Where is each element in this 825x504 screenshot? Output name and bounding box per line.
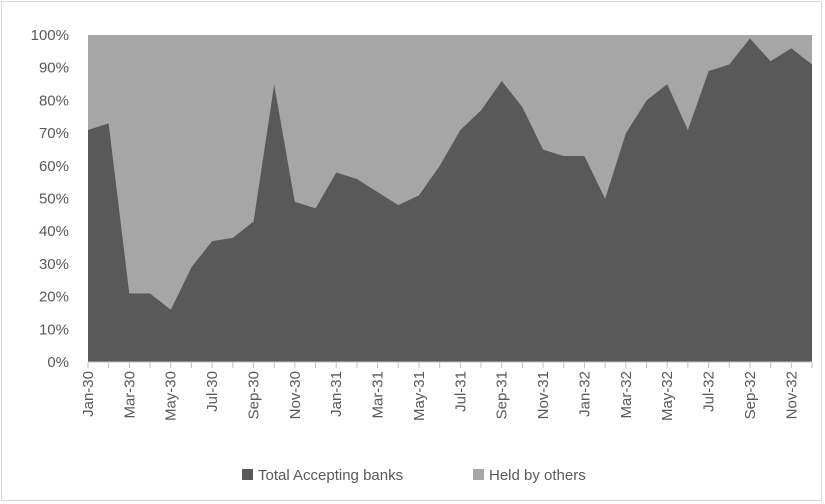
area-held-by-others — [88, 35, 812, 310]
x-tick-label: Jan-30 — [80, 371, 97, 417]
x-tick-label: Jan-31 — [328, 371, 345, 417]
legend-swatch-held-by-others — [473, 469, 484, 480]
x-tick-label: Mar-32 — [618, 371, 635, 419]
y-tick-label: 40% — [39, 223, 69, 240]
y-tick-label: 0% — [47, 354, 69, 371]
legend-label-held-by-others: Held by others — [489, 467, 586, 484]
y-tick-label: 90% — [39, 60, 69, 77]
x-tick-label: Nov-30 — [287, 371, 304, 419]
y-tick-label: 80% — [39, 92, 69, 109]
y-tick-label: 20% — [39, 289, 69, 306]
x-axis: Jan-30 Mar-30 May-30 Jul-30 Sep-30 Nov-30 Jan-… — [80, 361, 813, 421]
plot-area — [88, 35, 812, 363]
x-tick-label: Nov-31 — [535, 371, 552, 419]
area-total-accepting-banks — [88, 38, 812, 363]
y-tick-label: 10% — [39, 321, 69, 338]
x-tick-label: May-31 — [411, 371, 428, 421]
y-tick-label: 100% — [31, 27, 69, 44]
y-tick-label: 30% — [39, 256, 69, 273]
x-tick-label: Jul-30 — [204, 371, 221, 412]
legend-label-total-accepting-banks: Total Accepting banks — [258, 467, 403, 484]
x-tick-label: Sep-30 — [245, 371, 262, 419]
x-tick-label: May-30 — [163, 371, 180, 421]
x-tick-label: Mar-31 — [370, 371, 387, 419]
x-tick-label: Mar-30 — [121, 371, 138, 419]
y-tick-label: 60% — [39, 158, 69, 175]
legend-swatch-total-accepting-banks — [242, 469, 253, 480]
legend: Total Accepting banks Held by others — [242, 467, 586, 484]
x-tick-label: Jan-32 — [576, 371, 593, 417]
x-tick-label: May-32 — [659, 371, 676, 421]
x-tick-label: Sep-31 — [494, 371, 511, 419]
x-tick-label: Jul-32 — [701, 371, 718, 412]
y-axis: 0% 10% 20% 30% 40% 50% 60% 70% 80% 90% 100% — [31, 27, 69, 371]
x-tick-label: Jul-31 — [452, 371, 469, 412]
y-tick-label: 50% — [39, 191, 69, 208]
x-tick-label: Sep-32 — [742, 371, 759, 419]
x-tick-label: Nov-32 — [783, 371, 800, 419]
y-tick-label: 70% — [39, 125, 69, 142]
